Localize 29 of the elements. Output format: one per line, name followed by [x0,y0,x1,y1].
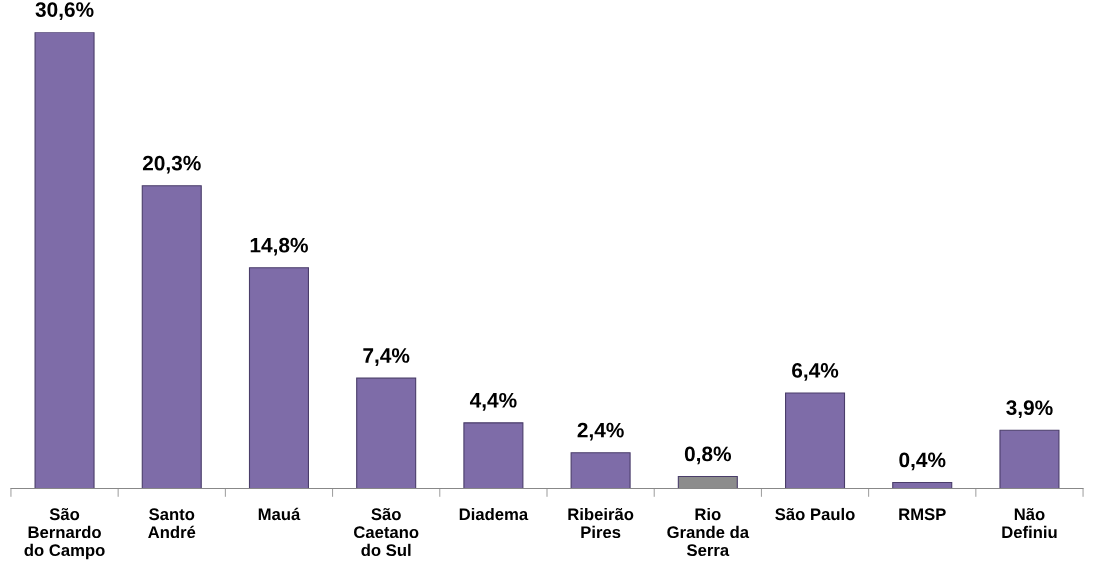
data-label: 7,4% [363,348,410,366]
bar [892,481,953,489]
x-tick-label: São Caetano do Sul [353,507,419,557]
bar [356,377,417,489]
x-tick-label: Rio Grande da Serra [667,507,750,557]
bar [784,392,846,489]
x-tick-label: São Bernardo do Campo [24,507,105,560]
bar [141,185,202,489]
bar [463,422,524,489]
data-label: 30,6% [35,2,94,20]
x-tick-label: Mauá [258,507,301,521]
data-label: 0,4% [899,452,946,471]
data-label: 4,4% [469,392,517,411]
bar [570,452,631,489]
bar [999,429,1060,489]
x-tick-label: RMSP [899,508,946,521]
bar [248,267,310,489]
x-tick-label: Diadema [459,507,529,521]
data-label: 14,8% [250,237,308,256]
data-label: 2,4% [577,422,624,441]
bar [34,32,95,489]
x-tick-label: Ribeirão Pires [568,507,634,539]
data-label: 3,9% [1006,400,1053,419]
x-tick-label: Não Definiu [1002,507,1057,539]
x-tick-label: São Paulo [775,507,855,521]
data-label: 6,4% [792,363,839,381]
x-tick-label: Santo André [148,508,196,539]
data-label: 20,3% [142,155,201,174]
data-label: 0,8% [684,446,732,465]
